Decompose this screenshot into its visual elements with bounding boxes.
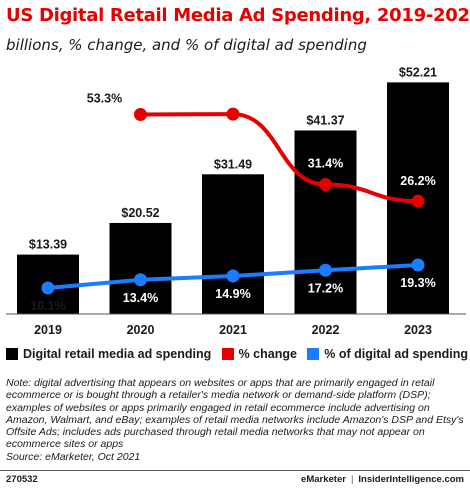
x-tick-label: 2023 <box>404 323 432 337</box>
point-change <box>226 107 240 121</box>
brand-emarketer: eMarketer <box>301 474 346 485</box>
point-share <box>411 258 425 272</box>
share-value-label: 17.2% <box>308 281 343 295</box>
series-line-change <box>138 112 420 204</box>
share-value-label: 13.4% <box>123 291 158 305</box>
legend-label-spending: Digital retail media ad spending <box>23 347 212 361</box>
brand-separator: | <box>350 474 354 485</box>
x-tick-label: 2021 <box>219 323 247 337</box>
legend-item-spending: Digital retail media ad spending <box>6 347 211 361</box>
change-value-label: 53.4% <box>215 123 250 137</box>
chart-legend: Digital retail media ad spending % chang… <box>6 347 468 361</box>
bar-2020 <box>109 222 172 314</box>
source-text: Source: eMarketer, Oct 2021 <box>6 450 141 463</box>
bar-2021 <box>202 174 264 314</box>
chart-id: 270532 <box>6 474 38 485</box>
chart-subtitle: billions, % change, and % of digital ad … <box>6 36 367 54</box>
footer-brand: eMarketer | InsiderIntelligence.com <box>301 474 464 485</box>
x-tick-label: 2022 <box>312 323 340 337</box>
point-share <box>134 273 147 287</box>
share-value-label: 14.9% <box>215 287 250 301</box>
point-change <box>411 194 425 208</box>
chart-note: Note: digital advertising that appears o… <box>6 377 466 463</box>
bar-value-label: $13.39 <box>29 238 67 252</box>
combo-chart: $13.39 $20.52 $31.49 $41.37 $52.21 2019 2020 20… <box>6 65 466 337</box>
x-tick-label: 2020 <box>127 323 155 337</box>
point-change <box>134 107 147 121</box>
footer-divider <box>0 470 470 471</box>
x-tick-label: 2019 <box>34 323 62 337</box>
legend-item-share: % of digital ad spending <box>307 347 468 361</box>
chart-title: US Digital Retail Media Ad Spending, 201… <box>6 5 470 26</box>
legend-swatch-spending <box>6 348 18 360</box>
note-text: Note: digital advertising that appears o… <box>6 377 464 451</box>
point-share <box>226 269 240 283</box>
bar-value-label: $20.52 <box>121 206 159 220</box>
point-share <box>41 281 55 295</box>
change-value-label: 53.3% <box>87 91 122 105</box>
bar-value-label: $41.37 <box>306 113 344 127</box>
share-value-label: 19.3% <box>400 276 435 290</box>
point-change <box>319 178 332 192</box>
bar-2022 <box>294 130 357 314</box>
bar-value-label: $52.21 <box>399 65 437 79</box>
point-share <box>319 263 332 277</box>
change-value-label: 26.2% <box>400 174 435 188</box>
brand-insider: InsiderIntelligence.com <box>358 474 464 485</box>
legend-label-change: % change <box>238 347 297 361</box>
legend-item-change: % change <box>221 347 297 361</box>
change-value-label: 31.4% <box>308 157 343 171</box>
share-value-label: 10.1% <box>30 299 65 313</box>
legend-swatch-change <box>221 348 234 360</box>
bar-value-label: $31.49 <box>214 157 252 171</box>
legend-label-share: % of digital ad spending <box>324 347 468 361</box>
legend-swatch-share <box>307 348 320 360</box>
